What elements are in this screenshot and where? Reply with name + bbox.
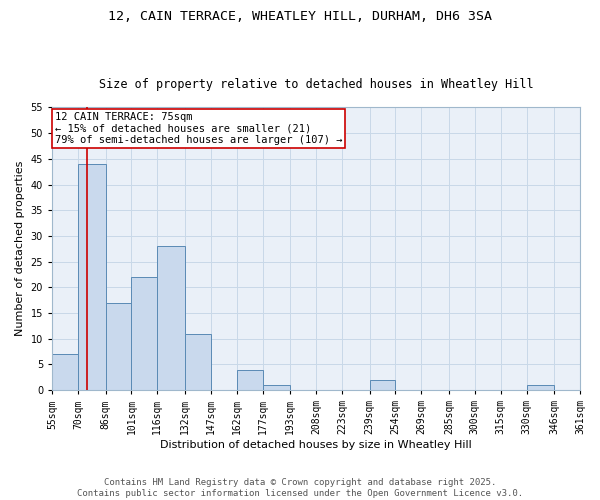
Title: Size of property relative to detached houses in Wheatley Hill: Size of property relative to detached ho… [99, 78, 533, 91]
Bar [78, 164, 106, 390]
Bar [157, 246, 185, 390]
Text: 12 CAIN TERRACE: 75sqm
← 15% of detached houses are smaller (21)
79% of semi-det: 12 CAIN TERRACE: 75sqm ← 15% of detached… [55, 112, 342, 145]
Text: Contains HM Land Registry data © Crown copyright and database right 2025.
Contai: Contains HM Land Registry data © Crown c… [77, 478, 523, 498]
Bar [106, 303, 131, 390]
Bar [236, 370, 263, 390]
Bar [263, 385, 290, 390]
Bar [370, 380, 395, 390]
Text: 12, CAIN TERRACE, WHEATLEY HILL, DURHAM, DH6 3SA: 12, CAIN TERRACE, WHEATLEY HILL, DURHAM,… [108, 10, 492, 23]
X-axis label: Distribution of detached houses by size in Wheatley Hill: Distribution of detached houses by size … [160, 440, 472, 450]
Y-axis label: Number of detached properties: Number of detached properties [15, 161, 25, 336]
Bar [131, 277, 157, 390]
Bar [52, 354, 78, 390]
Bar [185, 334, 211, 390]
Bar [527, 385, 554, 390]
